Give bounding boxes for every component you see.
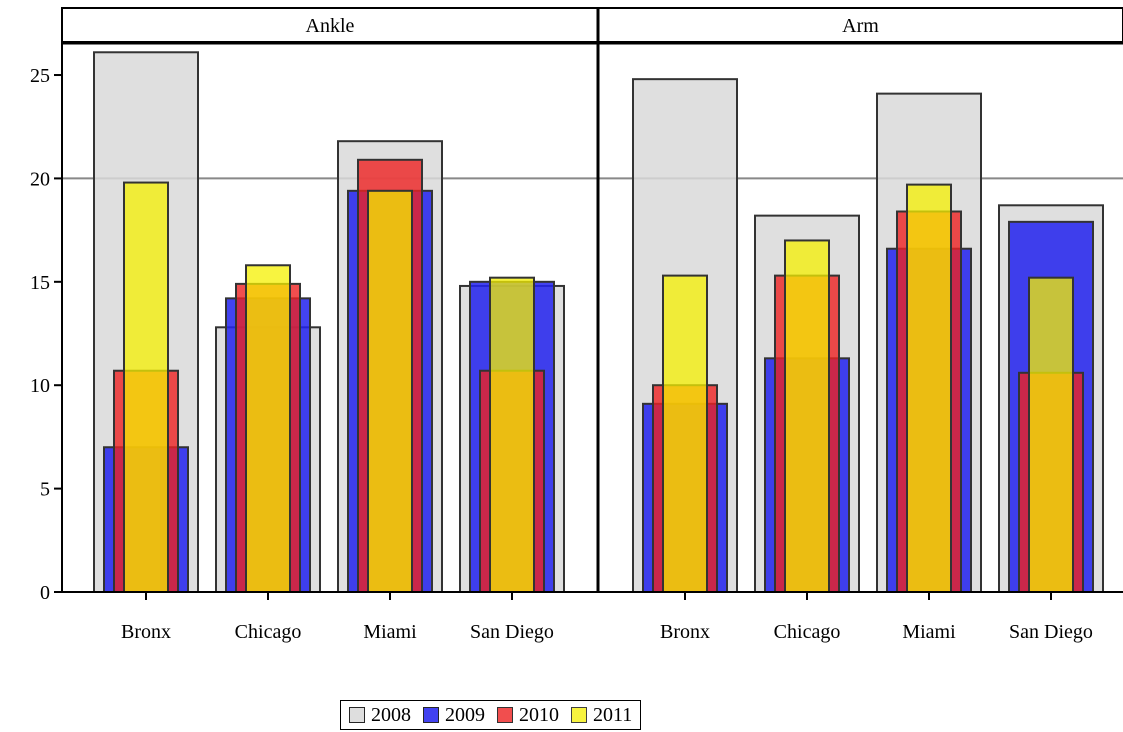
legend-swatch-2008 — [349, 707, 365, 723]
bar-arm-san-diego-2011 — [1028, 276, 1074, 593]
x-tick-label-bronx: Bronx — [121, 621, 171, 643]
panel-title-ankle: Ankle — [306, 15, 355, 37]
y-tick-label: 0 — [40, 582, 50, 604]
legend-swatch-2009 — [423, 707, 439, 723]
legend-item-2010: 2010 — [497, 704, 559, 727]
legend-label-2010: 2010 — [519, 703, 559, 726]
x-tick-label-chicago: Chicago — [235, 621, 302, 643]
legend-swatch-2010 — [497, 707, 513, 723]
panel-title-arm: Arm — [842, 15, 879, 37]
bar-ankle-chicago-2011 — [245, 264, 291, 593]
y-tick-label: 5 — [40, 479, 50, 501]
y-tick-label: 15 — [30, 272, 50, 294]
x-tick-label-chicago: Chicago — [774, 621, 841, 643]
x-tick-label-san-diego: San Diego — [1009, 621, 1093, 643]
legend-label-2008: 2008 — [371, 703, 411, 726]
bar-arm-chicago-2011 — [784, 239, 830, 594]
legend-swatch-2011 — [571, 707, 587, 723]
bar-ankle-san-diego-2011 — [489, 276, 535, 593]
legend-label-2011: 2011 — [593, 703, 633, 726]
x-tick-label-bronx: Bronx — [660, 621, 710, 643]
legend-label-2009: 2009 — [445, 703, 485, 726]
bar-arm-bronx-2011 — [662, 274, 708, 593]
x-tick-label-san-diego: San Diego — [470, 621, 554, 643]
bar-ankle-miami-2011 — [367, 189, 413, 594]
legend-item-2009: 2009 — [423, 704, 485, 727]
panel-header-arm-box — [597, 7, 1123, 43]
legend-item-2008: 2008 — [349, 704, 411, 727]
legend: 2008 2009 2010 2011 — [340, 700, 642, 730]
panel-header-ankle-box — [61, 7, 599, 43]
y-tick-label: 10 — [30, 375, 50, 397]
bar-arm-miami-2011 — [906, 183, 952, 593]
y-tick-label: 20 — [30, 168, 50, 190]
legend-item-2011: 2011 — [571, 704, 632, 727]
x-tick-label-miami: Miami — [363, 621, 417, 643]
bar-ankle-bronx-2011 — [123, 181, 169, 594]
x-tick-label-miami: Miami — [902, 621, 956, 643]
y-tick-label: 25 — [30, 65, 50, 87]
